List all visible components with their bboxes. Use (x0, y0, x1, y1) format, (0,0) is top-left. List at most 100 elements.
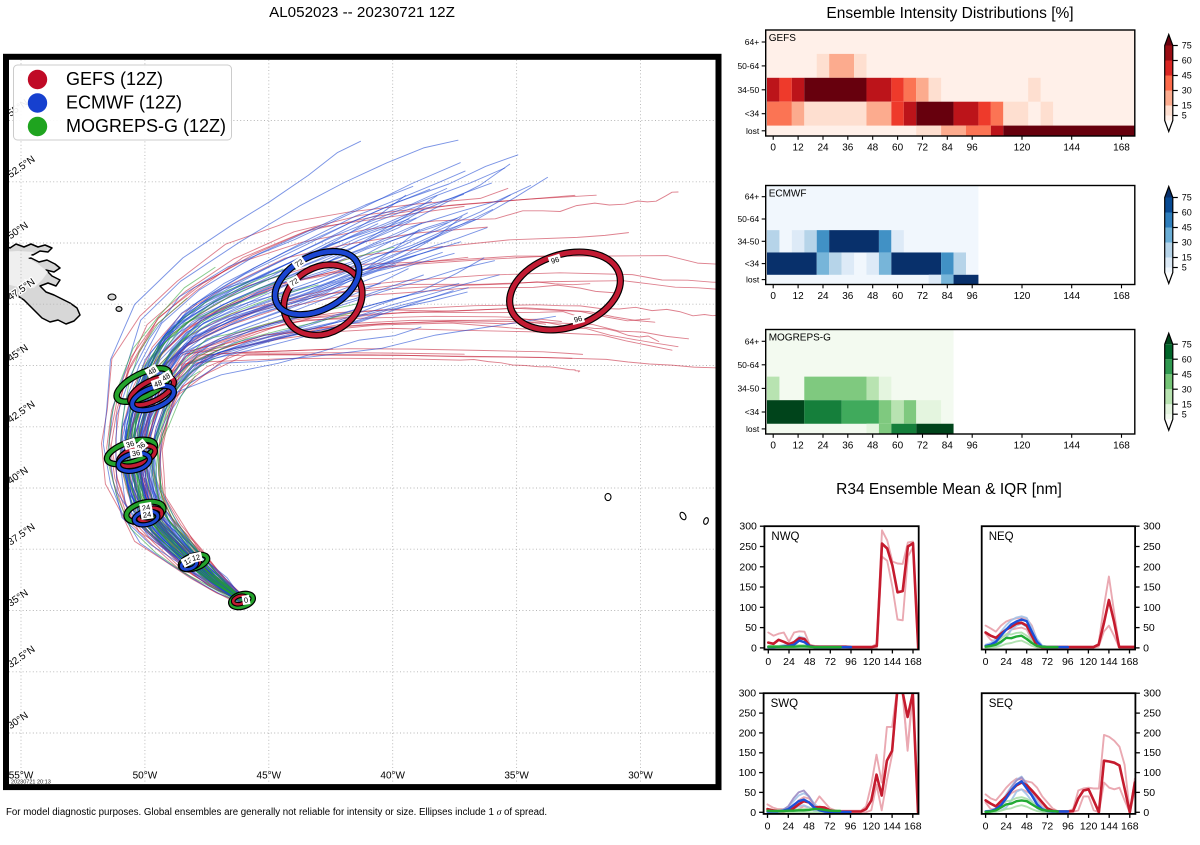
svg-text:96: 96 (845, 820, 857, 832)
svg-text:SWQ: SWQ (771, 698, 799, 710)
svg-text:lost: lost (746, 126, 760, 136)
svg-text:12: 12 (182, 555, 194, 567)
svg-text:144: 144 (1063, 291, 1080, 302)
svg-text:0: 0 (1143, 807, 1149, 819)
svg-text:ECMWF (12Z): ECMWF (12Z) (66, 93, 182, 113)
svg-text:12: 12 (191, 552, 201, 563)
svg-text:96: 96 (550, 255, 561, 266)
svg-text:75: 75 (1182, 339, 1192, 349)
svg-text:lost: lost (746, 275, 760, 285)
svg-text:36: 36 (125, 439, 136, 450)
svg-text:144: 144 (1100, 656, 1118, 668)
svg-text:5: 5 (1182, 111, 1187, 121)
svg-text:120: 120 (1014, 441, 1031, 452)
svg-text:MOGREPS-G (12Z): MOGREPS-G (12Z) (66, 116, 226, 136)
svg-text:168: 168 (1121, 820, 1139, 832)
svg-text:15: 15 (1182, 253, 1192, 263)
svg-text:72: 72 (824, 820, 836, 832)
svg-text:250: 250 (1143, 541, 1161, 553)
svg-text:48: 48 (804, 656, 816, 668)
svg-text:72: 72 (824, 656, 836, 668)
svg-text:15: 15 (1182, 399, 1192, 409)
svg-text:0: 0 (765, 656, 771, 668)
svg-text:34-50: 34-50 (737, 236, 759, 246)
svg-text:30: 30 (1182, 86, 1192, 96)
svg-text:34-50: 34-50 (737, 85, 759, 95)
svg-text:SEQ: SEQ (989, 698, 1013, 710)
svg-text:250: 250 (1143, 708, 1161, 720)
svg-text:96: 96 (1062, 656, 1074, 668)
svg-text:24: 24 (782, 820, 794, 832)
svg-text:250: 250 (739, 541, 757, 553)
svg-text:36: 36 (842, 441, 854, 452)
svg-text:<34: <34 (745, 407, 760, 417)
svg-text:48: 48 (146, 365, 158, 377)
svg-text:45: 45 (1182, 223, 1192, 233)
svg-text:96: 96 (967, 291, 979, 302)
svg-text:30: 30 (1182, 238, 1192, 248)
svg-text:120: 120 (1014, 291, 1031, 302)
svg-text:120: 120 (1014, 143, 1031, 154)
svg-text:120: 120 (1080, 820, 1098, 832)
svg-text:72: 72 (288, 276, 300, 288)
svg-text:0: 0 (765, 820, 771, 832)
svg-text:0: 0 (983, 820, 989, 832)
svg-text:lost: lost (746, 424, 760, 434)
svg-text:60: 60 (1182, 56, 1192, 66)
svg-text:24: 24 (783, 656, 795, 668)
svg-text:144: 144 (1063, 143, 1080, 154)
svg-text:48: 48 (867, 291, 879, 302)
svg-text:144: 144 (883, 820, 901, 832)
svg-text:72: 72 (1042, 820, 1054, 832)
svg-text:64+: 64+ (745, 192, 759, 202)
svg-text:72: 72 (917, 291, 929, 302)
svg-text:120: 120 (863, 820, 881, 832)
svg-text:0: 0 (751, 642, 757, 654)
svg-text:<34: <34 (745, 259, 760, 269)
svg-text:250: 250 (739, 708, 757, 720)
svg-text:0: 0 (770, 441, 776, 452)
svg-text:45: 45 (1182, 369, 1192, 379)
svg-text:72: 72 (1041, 656, 1053, 668)
svg-text:150: 150 (1143, 747, 1161, 759)
svg-text:96: 96 (573, 314, 583, 325)
svg-text:50: 50 (744, 787, 756, 799)
svg-text:168: 168 (1113, 441, 1130, 452)
svg-text:0: 0 (1143, 642, 1149, 654)
svg-text:24: 24 (1000, 820, 1012, 832)
svg-text:15: 15 (1182, 101, 1192, 111)
svg-text:0: 0 (243, 595, 249, 605)
svg-text:5: 5 (1182, 263, 1187, 273)
svg-text:168: 168 (904, 656, 922, 668)
svg-text:200: 200 (739, 727, 757, 739)
svg-text:120: 120 (1080, 656, 1098, 668)
svg-text:35°W: 35°W (504, 771, 529, 782)
svg-text:0: 0 (983, 656, 989, 668)
svg-text:0: 0 (770, 143, 776, 154)
svg-text:100: 100 (739, 602, 757, 614)
svg-text:84: 84 (942, 143, 954, 154)
svg-text:168: 168 (1113, 143, 1130, 154)
svg-text:48: 48 (160, 371, 172, 383)
svg-text:30: 30 (1182, 384, 1192, 394)
svg-text:50°W: 50°W (133, 771, 158, 782)
svg-text:60: 60 (892, 441, 904, 452)
svg-text:150: 150 (739, 747, 757, 759)
svg-text:NEQ: NEQ (989, 531, 1014, 543)
svg-text:50: 50 (1143, 622, 1155, 634)
svg-text:55°W: 55°W (9, 771, 34, 782)
svg-text:72: 72 (917, 143, 929, 154)
svg-text:MOGREPS-G: MOGREPS-G (769, 333, 831, 344)
svg-text:36: 36 (131, 448, 141, 458)
svg-text:75: 75 (1182, 193, 1192, 203)
svg-text:96: 96 (967, 441, 979, 452)
svg-text:R34 Ensemble Mean & IQR [nm]: R34 Ensemble Mean & IQR [nm] (836, 481, 1062, 498)
svg-text:300: 300 (739, 688, 757, 700)
svg-text:GEFS (12Z): GEFS (12Z) (66, 69, 163, 89)
svg-text:72: 72 (293, 257, 305, 269)
svg-text:48: 48 (1021, 656, 1033, 668)
svg-text:50-64: 50-64 (737, 214, 759, 224)
svg-text:24: 24 (1000, 656, 1012, 668)
svg-text:48: 48 (867, 441, 879, 452)
svg-text:30°W: 30°W (628, 771, 653, 782)
